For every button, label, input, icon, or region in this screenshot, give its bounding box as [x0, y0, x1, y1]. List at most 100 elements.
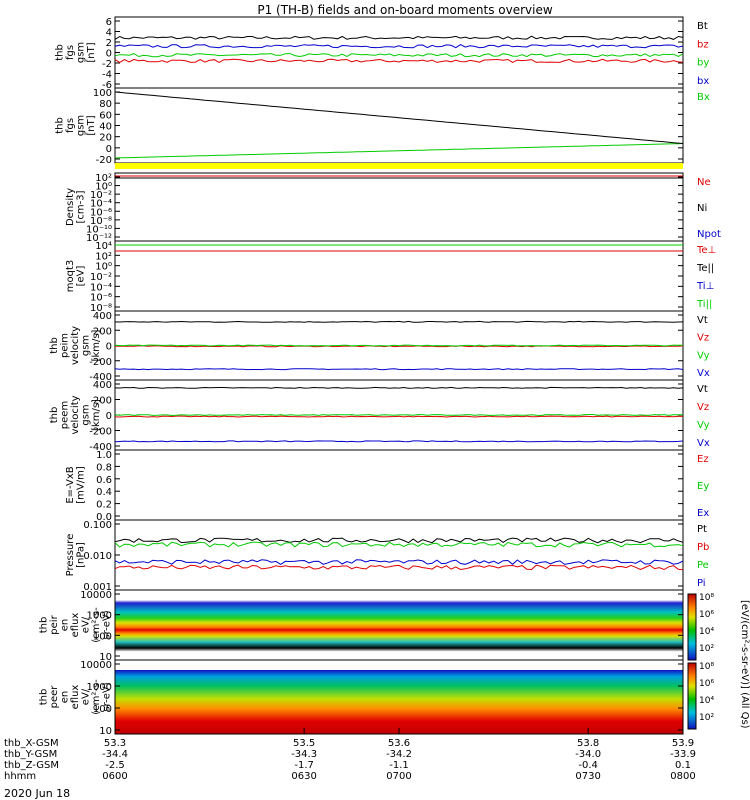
legend-Ti||: Ti|| [696, 299, 712, 310]
series-Vy [114, 344, 683, 347]
y-axis-label-line: [eV] [75, 266, 86, 287]
panel-10: 10000 1000 100 10 thbpeerenefluxeV/(cm²-s-sr… [39, 659, 684, 737]
y-axis-label-line: [cm-3] [75, 190, 86, 223]
y-axis-label: Pressure[nPa] [65, 534, 87, 577]
legend-Pt: Pt [697, 524, 707, 535]
y-tick-label: -400 [89, 442, 112, 453]
y-axis-label-line: thb [39, 689, 50, 706]
colorbar-lower [687, 662, 697, 730]
y-axis-label-line: gsm [81, 404, 92, 425]
legend-Ey: Ey [697, 481, 709, 492]
x-tick-label: 53.8 [577, 738, 599, 749]
y-tick-label: 0.0 [96, 512, 112, 523]
y-tick-label: 4 [106, 28, 112, 39]
y-tick-label: 6 [106, 17, 112, 28]
x-tick-label: 53.3 [104, 738, 126, 749]
series-Pt [114, 537, 684, 544]
panel-8: 0.100 0.010 0.001 Pressure[nPa] Pt Pb Pe Pi [65, 519, 709, 593]
y-tick-label: 10⁻¹² [86, 233, 112, 244]
legend-Vz: Vz [697, 333, 709, 344]
legend-Vt: Vt [697, 315, 708, 326]
legend-Te||: Te|| [696, 263, 714, 274]
colorbar-tick: 10⁴ [699, 696, 714, 706]
y-tick-label: 10⁻⁶ [90, 293, 112, 304]
x-row-label: thb_Z-GSM [4, 760, 59, 771]
y-tick-label: 0.8 [96, 462, 112, 473]
legend-Ez: Ez [697, 454, 709, 465]
y-axis-label-line: velocity [70, 326, 81, 365]
panel-9: 10000 1000 100 10 thbpeirenefluxeV/(cm²-s-sr… [39, 589, 684, 663]
y-tick-label: 0.6 [96, 475, 112, 486]
y-tick-label: 10⁻⁴ [90, 199, 112, 210]
y-tick-label: 10⁻⁴ [90, 282, 112, 293]
y-axis-label-line: gsm [81, 335, 92, 356]
series-Vz [114, 415, 684, 418]
legend-Vy: Vy [697, 350, 710, 361]
y-axis-label-line: gsm [75, 42, 86, 63]
x-tick-label: -33.9 [670, 749, 696, 760]
y-axis-label-line: [nT] [86, 42, 97, 62]
legend-Vy: Vy [697, 420, 710, 431]
y-tick-label: 10⁻² [90, 272, 112, 283]
y-tick-label: 10⁰ [95, 262, 112, 273]
y-tick-label: 2 [106, 38, 112, 49]
x-tick-label: 53.5 [293, 738, 315, 749]
series-by [114, 53, 684, 58]
x-tick-label: -1.7 [294, 760, 314, 771]
legend-Bx: Bx [697, 92, 710, 103]
colorbar-tick: 10⁶ [699, 679, 714, 689]
y-tick-label: 100 [93, 631, 112, 642]
legend-Npot: Npot [697, 229, 721, 240]
series-Vt [114, 320, 684, 323]
x-tick-label: 0700 [386, 771, 411, 782]
y-tick-label: 0.001 [83, 582, 112, 593]
y-axis-label: thbpeerenefluxeV/(cm²-s-sr-eV) [39, 679, 113, 715]
y-axis-label: thbfgsgsm[nT] [54, 42, 97, 63]
y-axis-label-line: peer [49, 685, 60, 709]
y-axis-label-line: [km/s] [91, 399, 102, 431]
y-axis-label-line: moqt3 [65, 260, 76, 293]
y-tick-label: -200 [89, 427, 112, 438]
x-row-label: thb_X-GSM [4, 738, 59, 749]
y-tick-label: 40 [99, 122, 112, 133]
y-axis-label-line: [nPa] [75, 542, 86, 568]
panel-frame [114, 16, 684, 89]
legend-Vz: Vz [697, 402, 709, 413]
y-axis-label-line: thb [54, 44, 65, 61]
legend-Te⊥: Te⊥ [696, 245, 716, 256]
colorbar-tick: 10² [699, 644, 714, 654]
legend-Ne: Ne [697, 177, 711, 188]
y-axis-label: thbfgsgsm[nT] [54, 115, 97, 136]
y-axis-label-line: eflux [70, 685, 81, 710]
y-axis-label-line: en [60, 619, 71, 632]
x-tick-label: -0.4 [578, 760, 598, 771]
y-tick-label: -200 [89, 357, 112, 368]
y-axis-label-line: sr-eV) [102, 610, 113, 639]
colorbar-tick: 10⁶ [699, 610, 714, 620]
date-label: 2020 Jun 18 [4, 787, 70, 800]
y-tick-label: 0.2 [96, 500, 112, 511]
series-Pb [114, 564, 684, 571]
y-axis-label-line: thb [49, 407, 60, 424]
y-tick-label: -4 [102, 70, 112, 81]
y-tick-label: 200 [93, 396, 112, 407]
y-axis-label-line: sr-eV) [102, 682, 113, 711]
y-axis-label-line: peir [49, 614, 60, 634]
x-tick-label: 0.1 [675, 760, 691, 771]
y-tick-label: 1000 [87, 682, 112, 693]
x-tick-label: 53.9 [672, 738, 694, 749]
x-tick-label: -1.1 [389, 760, 409, 771]
x-row-label: thb_Y-GSM [4, 749, 57, 760]
panel-7: 1.00.8 0.60.4 0.20.0 E=-VxB[mV/m] Ez Ey Ex [65, 449, 709, 523]
y-axis-label-line: thb [54, 117, 65, 134]
x-tick-label: -34.4 [102, 749, 128, 760]
y-tick-label: 0 [106, 144, 112, 155]
legend-Pb: Pb [697, 542, 709, 553]
time-axis: thb_X-GSM 53.3 53.5 53.6 53.8 53.9 thb_Y-GSM -3… [4, 728, 696, 782]
x-tick-label: -34.2 [386, 749, 412, 760]
y-tick-label: 10000 [80, 660, 112, 671]
x-tick-label: -34.3 [291, 749, 317, 760]
legend-bx: bx [697, 76, 709, 87]
y-axis-label-line: thb [39, 617, 50, 634]
colorbar-tick: 10⁴ [699, 627, 714, 637]
